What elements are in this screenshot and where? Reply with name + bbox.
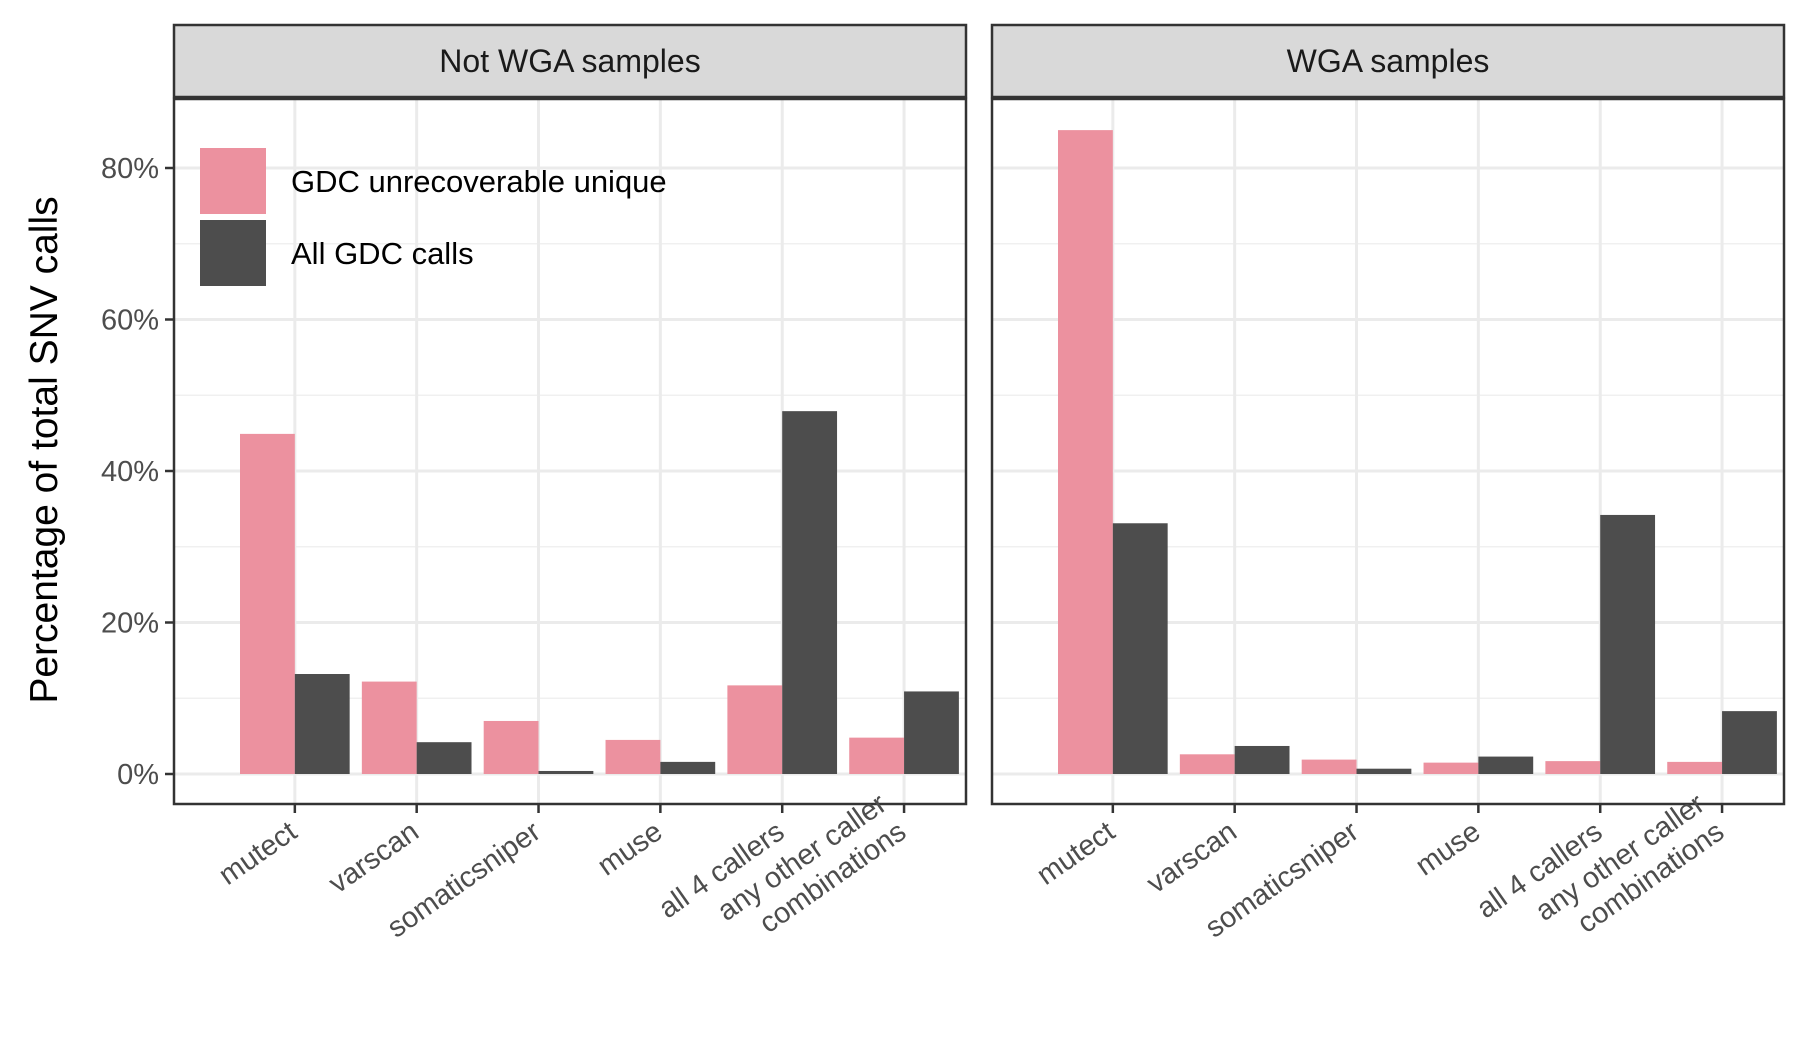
legend-label: GDC unrecoverable unique bbox=[291, 164, 667, 199]
bar-unrecoverable-unique-1 bbox=[240, 433, 295, 774]
y-tick-label: 80% bbox=[101, 153, 159, 185]
bar-unrecoverable-unique-6 bbox=[849, 737, 905, 774]
bar-all-gdc-calls-6 bbox=[904, 691, 959, 774]
bar-all-gdc-calls-3 bbox=[538, 770, 594, 774]
facet-strip bbox=[990, 23, 1786, 99]
bar-unrecoverable-unique-3 bbox=[483, 720, 539, 774]
facet-strip bbox=[172, 23, 968, 99]
facet-title: WGA samples bbox=[1287, 43, 1490, 79]
bar-all-gdc-calls-1 bbox=[1112, 523, 1168, 774]
bar-all-gdc-calls-5 bbox=[1600, 514, 1656, 774]
bar-unrecoverable-unique-5 bbox=[1545, 761, 1601, 774]
bar-all-gdc-calls-1 bbox=[294, 674, 350, 774]
bar-unrecoverable-unique-2 bbox=[1179, 754, 1235, 774]
y-tick-label: 20% bbox=[101, 608, 159, 640]
bar-unrecoverable-unique-2 bbox=[361, 681, 417, 774]
legend-item-all-gdc-calls: All GDC calls bbox=[200, 220, 474, 286]
bar-unrecoverable-unique-5 bbox=[727, 685, 783, 774]
y-axis-title: Percentage of total SNV calls bbox=[23, 196, 66, 703]
bar-unrecoverable-unique-4 bbox=[1423, 762, 1479, 774]
y-tick-label: 40% bbox=[101, 456, 159, 488]
y-tick-label: 60% bbox=[101, 305, 159, 337]
panel-border bbox=[990, 97, 1786, 806]
bar-unrecoverable-unique-3 bbox=[1301, 759, 1357, 774]
bars bbox=[240, 411, 959, 774]
legend-swatch bbox=[200, 220, 266, 286]
legend-label: All GDC calls bbox=[291, 236, 474, 271]
y-axis: 0% 20% 40% 60% 80% bbox=[101, 153, 174, 791]
bar-all-gdc-calls-2 bbox=[416, 742, 472, 774]
bar-unrecoverable-unique-4 bbox=[605, 739, 661, 774]
y-tick-label: 0% bbox=[117, 759, 159, 791]
bar-unrecoverable-unique-1 bbox=[1058, 130, 1113, 774]
panel-border bbox=[172, 97, 968, 806]
bar-all-gdc-calls-6 bbox=[1722, 711, 1777, 774]
bar-all-gdc-calls-5 bbox=[782, 411, 838, 774]
bar-all-gdc-calls-2 bbox=[1234, 745, 1290, 774]
bar-all-gdc-calls-4 bbox=[1478, 756, 1534, 774]
bar-all-gdc-calls-3 bbox=[1356, 768, 1412, 774]
legend: GDC unrecoverable unique All GDC calls bbox=[200, 148, 667, 286]
legend-item-unrecoverable-unique: GDC unrecoverable unique bbox=[200, 148, 667, 214]
facet-title: Not WGA samples bbox=[439, 43, 700, 79]
bar-all-gdc-calls-4 bbox=[660, 761, 716, 774]
bars bbox=[1058, 130, 1777, 774]
legend-swatch bbox=[200, 148, 266, 214]
bar-unrecoverable-unique-6 bbox=[1667, 761, 1723, 774]
